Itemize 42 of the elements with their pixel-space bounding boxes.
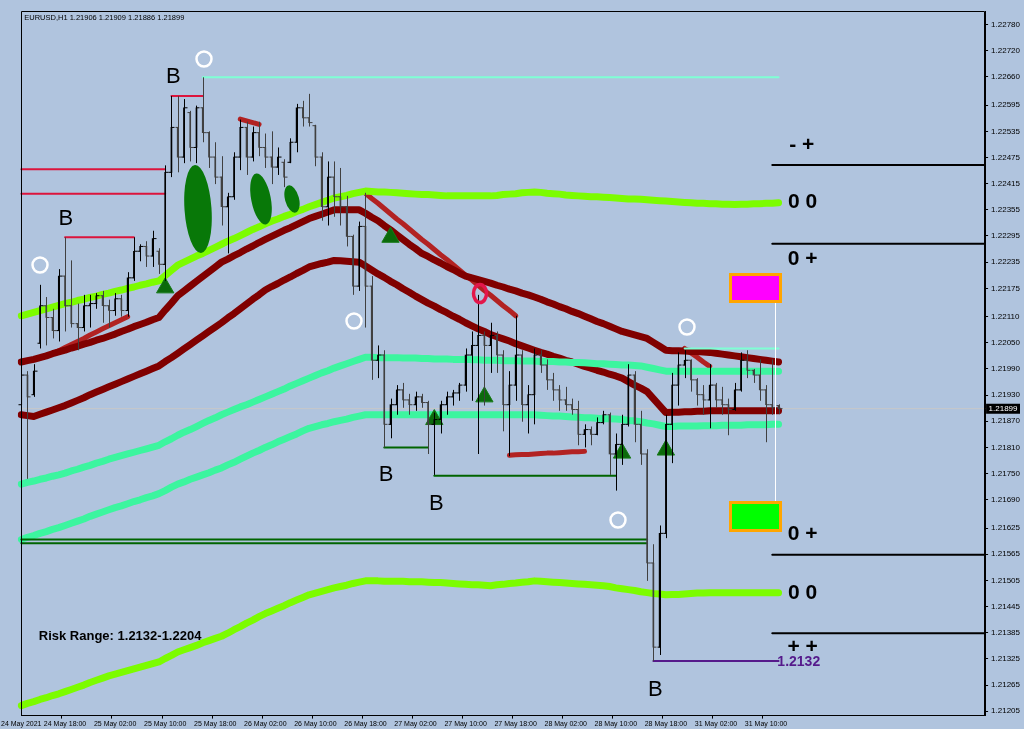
annotation: - +: [789, 132, 815, 156]
y-tick-label: 1.21565: [991, 549, 1021, 559]
y-tick-label: 1.22110: [991, 311, 1020, 321]
y-tick-label: 1.22355: [991, 205, 1021, 215]
y-tick-label: 1.22415: [991, 178, 1021, 188]
annotation: 0 0: [788, 189, 818, 213]
annotation: Risk Range: 1.2132-1.2204: [38, 628, 203, 644]
y-tick-label: 1.21505: [991, 575, 1021, 585]
y-tick-label: 1.21690: [991, 494, 1021, 504]
annotation: B: [58, 204, 74, 230]
point: [156, 277, 175, 294]
y-tick-label: 1.22535: [991, 126, 1021, 136]
y-tick-label: 1.21750: [991, 468, 1021, 478]
y-tick-label: 1.22175: [991, 283, 1021, 293]
y-tick-label: 1.22475: [991, 152, 1021, 162]
annotation: B: [166, 63, 181, 89]
annotation: B: [378, 461, 394, 487]
annotation: 0 0: [788, 579, 818, 603]
annotation: B: [648, 675, 663, 701]
y-tick-label: 1.21445: [991, 601, 1021, 611]
y-tick-label: 1.21990: [991, 364, 1021, 374]
y-tick-label: 1.22050: [991, 338, 1021, 348]
annotation: B: [428, 489, 444, 515]
y-tick-label: 1.21810: [991, 442, 1021, 452]
y-tick-label: 1.22780: [991, 19, 1021, 29]
y-tick-label: 1.21930: [991, 390, 1021, 400]
y-tick-label: 1.21625: [991, 523, 1021, 533]
y-tick-label: 1.21385: [991, 627, 1021, 637]
point: [381, 226, 400, 243]
y-tick-label: 1.22295: [991, 231, 1021, 241]
annotation: 0 +: [787, 246, 818, 270]
y-tick-label: 1.21325: [991, 654, 1021, 664]
y-tick-label: 1.22235: [991, 257, 1021, 267]
y-tick-label: 1.21205: [991, 706, 1021, 716]
annotation: 1.2132: [777, 653, 821, 670]
y-tick-label: 1.21265: [991, 680, 1021, 690]
y-tick-label: 1.22595: [991, 100, 1021, 110]
annotation: 0 +: [787, 521, 818, 545]
ref-line-label: 1.21899: [988, 403, 1019, 413]
y-tick-label: 1.21870: [991, 416, 1021, 426]
y-tick-label: 1.22660: [991, 72, 1021, 82]
y-tick-label: 1.22720: [991, 45, 1021, 55]
